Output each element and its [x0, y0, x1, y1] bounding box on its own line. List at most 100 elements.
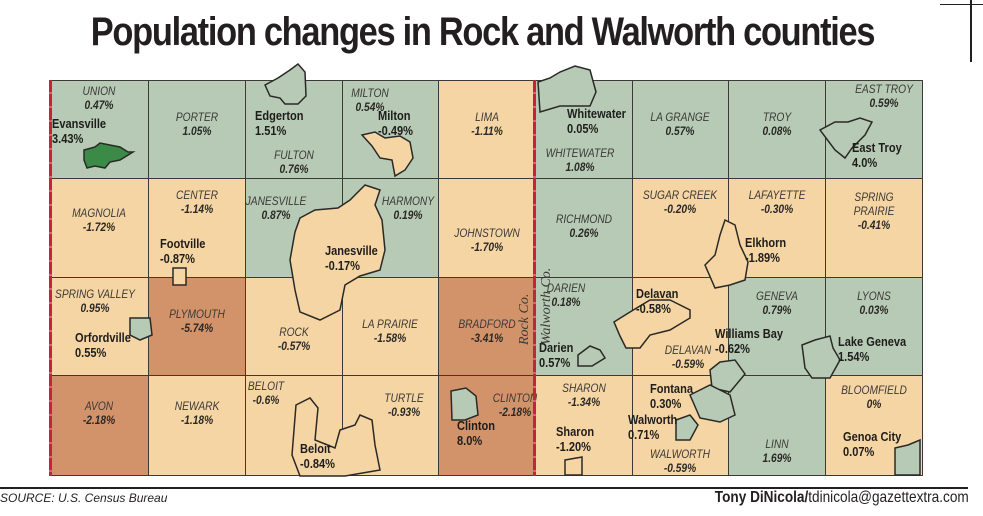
- town-change: -1.34%: [567, 395, 600, 409]
- city-change: -0.49%: [378, 123, 414, 138]
- town-label: HARMONY 0.19%: [357, 194, 459, 222]
- town-change: -0.57%: [277, 339, 310, 353]
- town-change: -2.18%: [82, 413, 116, 427]
- town-name: LA GRANGE: [650, 110, 710, 124]
- county-boundary-line: [49, 80, 52, 476]
- town-label: MAGNOLIA -1.72%: [48, 206, 150, 234]
- city-name: Fontana: [650, 381, 693, 396]
- city-change: -0.87%: [160, 251, 196, 266]
- genoacity-shape: [894, 438, 921, 476]
- city-change: 8.0%: [457, 433, 483, 448]
- darien-shape: [577, 345, 607, 367]
- town-name: LINN: [764, 437, 789, 451]
- town-label: PORTER 1.05%: [146, 110, 248, 138]
- town-change: 0.08%: [762, 124, 791, 138]
- town-name: LA PRAIRIE: [362, 317, 418, 331]
- town-name: TROY: [762, 110, 791, 124]
- town-label: BELOIT -0.6%: [215, 379, 317, 407]
- town-name: JANESVILLE: [245, 194, 306, 208]
- town-change: -0.41%: [857, 218, 890, 232]
- town-label: SHARON -1.34%: [533, 381, 635, 409]
- city-orfordville: Orfordville 0.55%: [75, 330, 131, 360]
- city-change: 1.54%: [838, 349, 870, 364]
- city-edgerton: Edgerton 1.51%: [255, 108, 304, 138]
- source-note: SOURCE: U.S. Census Bureau: [0, 491, 168, 505]
- town-change: -1.11%: [470, 124, 503, 138]
- janesville-shape: [289, 184, 386, 321]
- town-label: SPRING PRAIRIE -0.41%: [823, 190, 925, 232]
- town-label: JANESVILLE 0.87%: [225, 194, 327, 222]
- city-change: -0.62%: [715, 341, 751, 356]
- city-name: East Troy: [852, 140, 902, 155]
- town-lima: [438, 80, 536, 179]
- town-name: LYONS: [856, 289, 891, 303]
- town-name: NEWARK: [174, 399, 219, 413]
- town-change: -0.30%: [760, 202, 793, 216]
- lakegeneva-shape: [801, 335, 841, 379]
- credit-email: tdinicola@gazettextra.com: [808, 489, 969, 506]
- milton-shape: [360, 131, 414, 178]
- city-name: Lake Geneva: [838, 334, 907, 349]
- city-name: Edgerton: [255, 108, 304, 123]
- town-center: [148, 178, 246, 278]
- town-name: BELOIT: [247, 379, 284, 393]
- town-change: 0.03%: [859, 303, 888, 317]
- town-name: DELAVAN: [664, 343, 712, 357]
- credit-name: Tony DiNicola/: [715, 489, 809, 506]
- town-change: -1.14%: [180, 202, 213, 216]
- city-evansville: Evansville 3.43%: [52, 116, 106, 146]
- town-name: SHARON: [561, 381, 606, 395]
- town-label: EAST TROY 0.59%: [833, 82, 935, 110]
- beloit-shape: [291, 397, 381, 477]
- city-clinton: Clinton 8.0%: [457, 418, 495, 448]
- city-name: Orfordville: [75, 330, 131, 345]
- town-name: WHITEWATER: [545, 146, 614, 160]
- city-milton: Milton -0.49%: [378, 108, 413, 138]
- town-label: LINN 1.69%: [726, 437, 828, 465]
- town-change: -0.6%: [252, 393, 279, 407]
- town-label: AVON -2.18%: [48, 399, 150, 427]
- city-change: -0.17%: [325, 258, 361, 273]
- city-name: Janesville: [325, 243, 378, 258]
- town-label: LAFAYETTE -0.30%: [726, 188, 828, 216]
- city-walworth: Walworth 0.71%: [628, 412, 677, 442]
- city-williams-bay: Williams Bay -0.62%: [715, 326, 783, 356]
- town-label: LYONS 0.03%: [823, 289, 925, 317]
- town-label: MILTON 0.54%: [319, 86, 421, 114]
- clinton-shape: [450, 387, 479, 421]
- town-label: SPRING VALLEY 0.95%: [44, 287, 146, 315]
- town-lyons: [825, 277, 923, 376]
- city-change: 0.55%: [75, 345, 107, 360]
- town-change: 1.08%: [565, 160, 594, 174]
- town-change: 0%: [866, 397, 881, 411]
- sharon-shape: [564, 456, 583, 476]
- town-change: -0.93%: [387, 405, 421, 419]
- town-name: EAST TROY: [854, 82, 913, 96]
- city-footville: Footville -0.87%: [160, 236, 205, 266]
- city-name: Evansville: [52, 116, 107, 131]
- city-sharon: Sharon -1.20%: [556, 424, 594, 454]
- city-name: Beloit: [300, 441, 331, 456]
- town-name: AVON: [84, 399, 114, 413]
- town-change: -1.72%: [82, 220, 116, 234]
- city-fontana: Fontana 0.30%: [650, 381, 693, 411]
- town-name: TURTLE: [384, 391, 424, 405]
- town-change: -0.59%: [663, 461, 697, 475]
- city-name: Genoa City: [843, 429, 902, 444]
- rock-county-label: Rock Co.: [517, 293, 532, 345]
- orfordville-shape: [129, 317, 153, 341]
- town-change: -0.20%: [663, 202, 697, 216]
- town-change: 0.19%: [393, 208, 423, 222]
- town-label: WALWORTH -0.59%: [629, 447, 731, 475]
- town-name: SPRING PRAIRIE: [853, 190, 894, 218]
- town-name: CENTER: [175, 188, 218, 202]
- town-name: FULTON: [273, 148, 314, 162]
- city-name: Elkhorn: [745, 235, 787, 250]
- city-beloit: Beloit -0.84%: [300, 441, 335, 471]
- town-change: -3.41%: [470, 331, 503, 345]
- town-label: NEWARK -1.18%: [146, 399, 248, 427]
- city-change: 3.43%: [52, 131, 84, 146]
- town-change: 1.69%: [762, 451, 791, 465]
- town-name: BLOOMFIELD: [840, 383, 907, 397]
- town-label: LIMA -1.11%: [436, 110, 538, 138]
